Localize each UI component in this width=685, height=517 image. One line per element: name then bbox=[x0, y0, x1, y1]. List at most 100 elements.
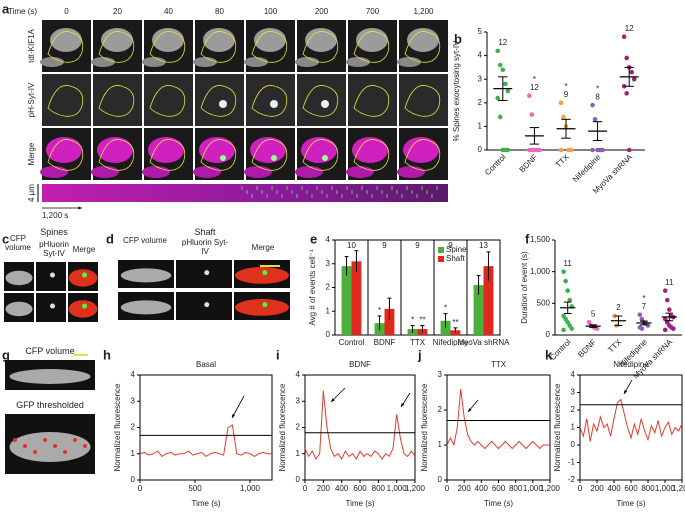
sig-label: ** bbox=[452, 318, 458, 327]
merge-spot bbox=[262, 270, 268, 276]
cell-blob bbox=[244, 57, 268, 67]
spine-outline bbox=[200, 31, 237, 63]
x-tick-label: 600 bbox=[492, 484, 506, 493]
x-tick-label: TTX bbox=[606, 337, 624, 355]
c-group-label: Spines bbox=[40, 227, 68, 237]
y-tick-label: 2 bbox=[478, 98, 483, 107]
y-tick-label: 4 bbox=[571, 370, 576, 379]
panel-label: j bbox=[417, 347, 422, 362]
spine-outline bbox=[149, 139, 186, 171]
y-tick-label: 3 bbox=[571, 388, 576, 397]
merge-blob bbox=[352, 137, 388, 163]
data-point bbox=[568, 147, 574, 153]
exo-spot bbox=[219, 100, 227, 108]
n-label: 11 bbox=[564, 259, 573, 268]
data-point bbox=[495, 48, 501, 54]
x-tick-label: 1,000 bbox=[240, 484, 261, 493]
data-point bbox=[662, 288, 668, 293]
merge-blob bbox=[295, 166, 323, 178]
cell-blob bbox=[203, 28, 235, 52]
n-label: 12 bbox=[625, 24, 634, 33]
bar bbox=[341, 266, 352, 335]
merge-spot bbox=[220, 155, 226, 161]
arrow-head bbox=[468, 408, 472, 412]
c-ph-label: pHluorin Syt-IV bbox=[39, 240, 69, 258]
y-tick-label: 3 bbox=[478, 74, 483, 83]
y-tick-label: 0 bbox=[438, 475, 443, 484]
threshold-spot bbox=[83, 444, 87, 448]
y-tick-label: 2 bbox=[131, 423, 136, 432]
d-ph-label: pHluorin Syt-IV bbox=[181, 238, 229, 256]
micro-image bbox=[348, 74, 397, 126]
y-tick-label: 4 bbox=[326, 235, 331, 244]
y-tick-label: 2 bbox=[296, 423, 301, 432]
data-point bbox=[590, 102, 595, 108]
n-label: 9 bbox=[564, 90, 569, 99]
merge-blob bbox=[250, 137, 286, 163]
x-tick-label: 600 bbox=[624, 484, 638, 493]
spine-outline bbox=[353, 31, 390, 63]
data-point bbox=[664, 297, 670, 303]
x-axis-label: Time (s) bbox=[345, 499, 374, 508]
cell-blob bbox=[295, 57, 319, 67]
merge-blob bbox=[193, 166, 221, 178]
data-point bbox=[621, 83, 627, 89]
time-value: 80 bbox=[215, 7, 224, 16]
chart-title: TTX bbox=[491, 360, 507, 369]
n-label: 12 bbox=[530, 83, 539, 92]
spine-outline bbox=[98, 85, 135, 117]
y-tick-label: 1 bbox=[478, 122, 483, 131]
data-point bbox=[667, 307, 672, 312]
micro-image bbox=[144, 74, 193, 126]
cell-blob bbox=[346, 57, 370, 67]
x-tick-label: 400 bbox=[475, 484, 489, 493]
cell-blob bbox=[101, 28, 133, 52]
spine-outline bbox=[251, 139, 288, 171]
merge-blob bbox=[91, 166, 119, 178]
bar bbox=[351, 261, 362, 335]
cell-blob bbox=[5, 270, 33, 286]
spine-outline bbox=[353, 85, 390, 117]
y-tick-label: 0 bbox=[296, 475, 301, 484]
spine-outline bbox=[353, 139, 390, 171]
merge-blob bbox=[68, 300, 98, 318]
cell-blob bbox=[120, 268, 172, 283]
data-point bbox=[561, 327, 566, 333]
spine-outline bbox=[47, 85, 84, 117]
merge-blob bbox=[68, 269, 98, 287]
data-point bbox=[505, 88, 511, 94]
spine-outline bbox=[149, 85, 186, 117]
cell-blob bbox=[9, 432, 91, 462]
x-tick-label: 200 bbox=[590, 484, 604, 493]
kymo-label: 1,200 s bbox=[42, 211, 68, 220]
y-axis-label: Normalized fluorescence bbox=[553, 383, 562, 472]
spine-outline bbox=[251, 31, 288, 63]
time-value: 0 bbox=[64, 7, 69, 16]
data-point bbox=[662, 327, 668, 333]
cell-blob bbox=[40, 57, 64, 67]
x-tick-label: Nifedipine bbox=[433, 338, 469, 347]
time-label: Time (s) bbox=[8, 7, 37, 16]
x-tick-label: 600 bbox=[353, 484, 367, 493]
sig-label: ** bbox=[419, 316, 425, 325]
y-tick-label: 1,500 bbox=[530, 235, 551, 244]
spine-outline bbox=[302, 139, 339, 171]
panel-label: k bbox=[545, 347, 553, 362]
data-point bbox=[500, 67, 506, 73]
arrow-head bbox=[401, 403, 405, 407]
sig-label: * bbox=[411, 316, 414, 325]
trace bbox=[446, 388, 550, 450]
legend-swatch bbox=[438, 247, 444, 253]
merge-blob bbox=[142, 166, 170, 178]
x-tick-label: 1,200 bbox=[672, 484, 685, 493]
spine-outline bbox=[98, 139, 135, 171]
merge-blob bbox=[235, 267, 289, 284]
data-point bbox=[629, 69, 635, 75]
n-label: 8 bbox=[595, 92, 600, 101]
merge-blob bbox=[97, 137, 133, 163]
y-tick-label: 4 bbox=[478, 51, 483, 60]
x-tick-label: 800 bbox=[509, 484, 523, 493]
data-point bbox=[612, 313, 617, 319]
cell-blob bbox=[193, 57, 217, 67]
